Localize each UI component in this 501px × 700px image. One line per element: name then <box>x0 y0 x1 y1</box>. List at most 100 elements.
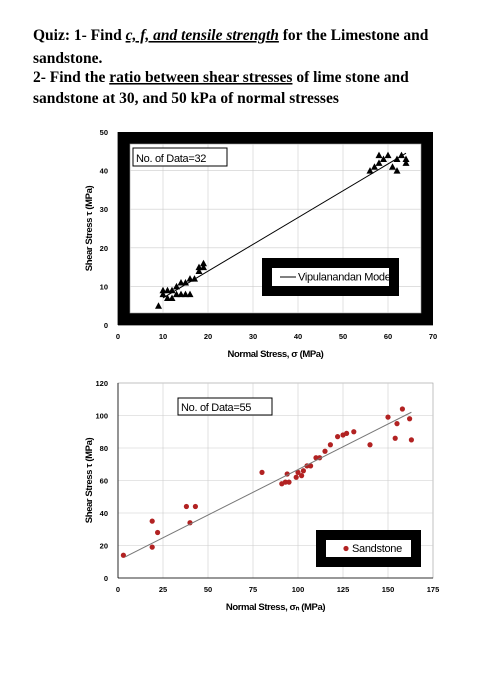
y-tick-label: 100 <box>95 412 108 421</box>
point <box>155 529 161 536</box>
point <box>259 469 265 475</box>
x-tick-label: 0 <box>116 332 120 341</box>
point <box>187 520 193 526</box>
point <box>367 442 373 448</box>
point <box>371 163 378 170</box>
point <box>299 473 305 479</box>
legend-label: Sandstone <box>352 543 402 555</box>
point <box>322 448 328 454</box>
y-tick-label: 120 <box>95 379 108 388</box>
point <box>295 469 301 475</box>
y-tick-label: 10 <box>100 282 108 291</box>
x-tick-label: 50 <box>204 585 212 594</box>
annotation-box <box>132 147 228 167</box>
point <box>192 503 198 510</box>
point <box>195 263 203 271</box>
x-tick-label: 75 <box>249 585 257 594</box>
x-axis-label: Normal Stress, σₙ (MPa) <box>226 602 326 613</box>
point <box>159 286 167 294</box>
point <box>149 518 155 524</box>
point <box>200 263 207 271</box>
x-tick-label: 0 <box>116 585 120 594</box>
point <box>164 286 171 294</box>
quiz-line: sandstone. <box>33 50 102 67</box>
point <box>186 275 194 282</box>
y-axis-label: Shear Stress τ (MPa) <box>84 438 95 524</box>
text: of lime stone and <box>292 69 409 86</box>
y-tick-label: 60 <box>100 477 108 486</box>
point <box>394 421 400 427</box>
x-tick-label: 60 <box>384 332 392 341</box>
x-axis-label: Normal Stress, σ (MPa) <box>228 349 324 360</box>
point <box>159 290 167 298</box>
y-tick-label: 50 <box>100 128 108 137</box>
text: ratio between shear stresses <box>109 69 292 86</box>
point <box>195 267 203 274</box>
text: 2- Find the <box>33 69 109 86</box>
point <box>164 294 171 301</box>
point <box>402 159 410 166</box>
point <box>186 290 194 298</box>
point <box>344 430 350 436</box>
point <box>182 290 189 298</box>
x-tick-label: 10 <box>159 332 167 341</box>
point <box>300 468 306 474</box>
point <box>375 159 383 166</box>
point <box>402 155 410 163</box>
legend-marker <box>343 545 349 552</box>
point <box>200 259 207 267</box>
x-tick-label: 50 <box>339 332 347 341</box>
point <box>155 302 162 309</box>
legend-box <box>326 540 411 557</box>
x-tick-label: 70 <box>429 332 437 341</box>
x-tick-label: 175 <box>427 585 440 594</box>
x-tick-label: 30 <box>249 332 257 341</box>
text: Quiz: 1- Find <box>33 27 126 44</box>
point <box>408 437 414 443</box>
point <box>120 552 126 558</box>
quiz-line: sandstone at 30, and 50 kPa of normal st… <box>33 90 339 107</box>
x-tick-label: 150 <box>382 585 395 594</box>
y-tick-label: 20 <box>100 542 108 551</box>
x-tick-label: 25 <box>159 585 167 594</box>
point <box>173 290 180 298</box>
legend-box <box>272 268 389 286</box>
point <box>366 167 374 174</box>
point <box>375 151 383 159</box>
y-tick-label: 40 <box>100 167 108 176</box>
point <box>384 151 392 159</box>
point <box>173 282 180 290</box>
point <box>177 279 185 286</box>
quiz-line: Quiz: 1- Find c, f, and tensile strength… <box>33 27 429 44</box>
y-tick-label: 0 <box>104 574 108 583</box>
fit-line <box>162 152 407 299</box>
x-tick-label: 20 <box>204 332 212 341</box>
point <box>293 474 299 480</box>
y-axis-label: Shear Stress τ (MPa) <box>84 186 95 272</box>
x-tick-label: 100 <box>292 585 305 594</box>
point <box>392 435 398 441</box>
point <box>393 167 401 174</box>
point <box>282 479 288 485</box>
point <box>335 434 341 440</box>
annotation: No. of Data=55 <box>181 402 251 414</box>
point <box>149 544 155 550</box>
point <box>380 155 387 163</box>
x-tick-label: 125 <box>337 585 350 594</box>
quiz-line: 2- Find the ratio between shear stresses… <box>33 69 409 86</box>
point <box>286 479 292 485</box>
y-tick-label: 0 <box>104 321 108 330</box>
point <box>308 463 314 469</box>
point <box>389 163 396 170</box>
y-tick-label: 30 <box>100 205 108 214</box>
point <box>313 455 319 461</box>
point <box>407 416 413 422</box>
y-tick-label: 40 <box>100 509 108 518</box>
legend-label: Vipulanandan Model <box>298 272 393 284</box>
text: c, f, and tensile strength <box>126 27 279 44</box>
y-tick-label: 80 <box>100 444 108 453</box>
y-tick-label: 20 <box>100 244 108 253</box>
point <box>351 429 357 435</box>
point <box>183 503 189 510</box>
